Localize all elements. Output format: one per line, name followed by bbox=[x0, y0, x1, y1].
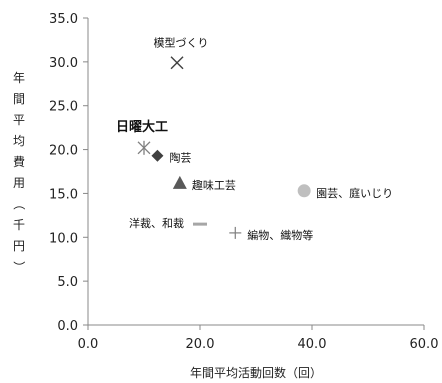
data-point-triangle bbox=[172, 175, 187, 189]
plot-area: 0.0 5.0 10.0 15.0 20.0 25.0 30.0 35.0 0.0 20.0 40… bbox=[49, 12, 438, 352]
y-tick-label: 15.0 bbox=[49, 187, 78, 202]
y-axis-ticks: 0.0 5.0 10.0 15.0 20.0 25.0 30.0 35.0 bbox=[49, 12, 88, 334]
y-axis-title-char: 千 bbox=[13, 218, 25, 232]
point-label: 編物、織物等 bbox=[247, 228, 313, 242]
x-tick-label: 0.0 bbox=[78, 337, 99, 352]
y-axis-title-char: 円 bbox=[13, 239, 25, 253]
data-point-asterisk bbox=[137, 140, 151, 155]
x-tick-label: 20.0 bbox=[186, 337, 215, 352]
data-point-plus bbox=[229, 226, 242, 239]
data-point-diamond bbox=[151, 149, 164, 162]
y-tick-label: 10.0 bbox=[49, 231, 78, 246]
y-axis-title-char: 平 bbox=[13, 113, 25, 127]
y-tick-label: 30.0 bbox=[49, 56, 78, 71]
y-axis-title-char: （ bbox=[12, 198, 26, 210]
y-tick-label: 20.0 bbox=[49, 144, 78, 159]
x-tick-label: 60.0 bbox=[410, 337, 439, 352]
point-label: 陶芸 bbox=[169, 151, 191, 165]
x-axis-ticks: 0.0 20.0 40.0 60.0 bbox=[78, 325, 439, 352]
y-axis-title-char: 年 bbox=[13, 71, 25, 85]
point-label: 模型づくり bbox=[154, 36, 209, 50]
y-tick-label: 25.0 bbox=[49, 100, 78, 115]
point-label: 洋裁、和裁 bbox=[129, 216, 184, 230]
point-label: 日曜大工 bbox=[116, 119, 168, 135]
data-points bbox=[137, 56, 311, 239]
point-label: 園芸、庭いじり bbox=[316, 186, 393, 200]
data-point-x bbox=[170, 56, 184, 70]
y-axis-title-char: 均 bbox=[13, 134, 25, 148]
y-axis-title-char: ） bbox=[12, 261, 26, 273]
y-tick-label: 5.0 bbox=[57, 275, 78, 290]
point-label: 趣味工芸 bbox=[192, 178, 236, 192]
y-axis-title-char: 用 bbox=[13, 176, 25, 190]
y-tick-label: 0.0 bbox=[57, 319, 78, 334]
x-axis-title: 年間平均活動回数（回） bbox=[190, 365, 322, 380]
data-point-circle bbox=[297, 184, 311, 198]
y-axis-title-char: 間 bbox=[13, 92, 25, 106]
x-tick-label: 40.0 bbox=[298, 337, 327, 352]
y-tick-label: 35.0 bbox=[49, 12, 78, 27]
y-axis-title-char: 費 bbox=[13, 154, 25, 169]
